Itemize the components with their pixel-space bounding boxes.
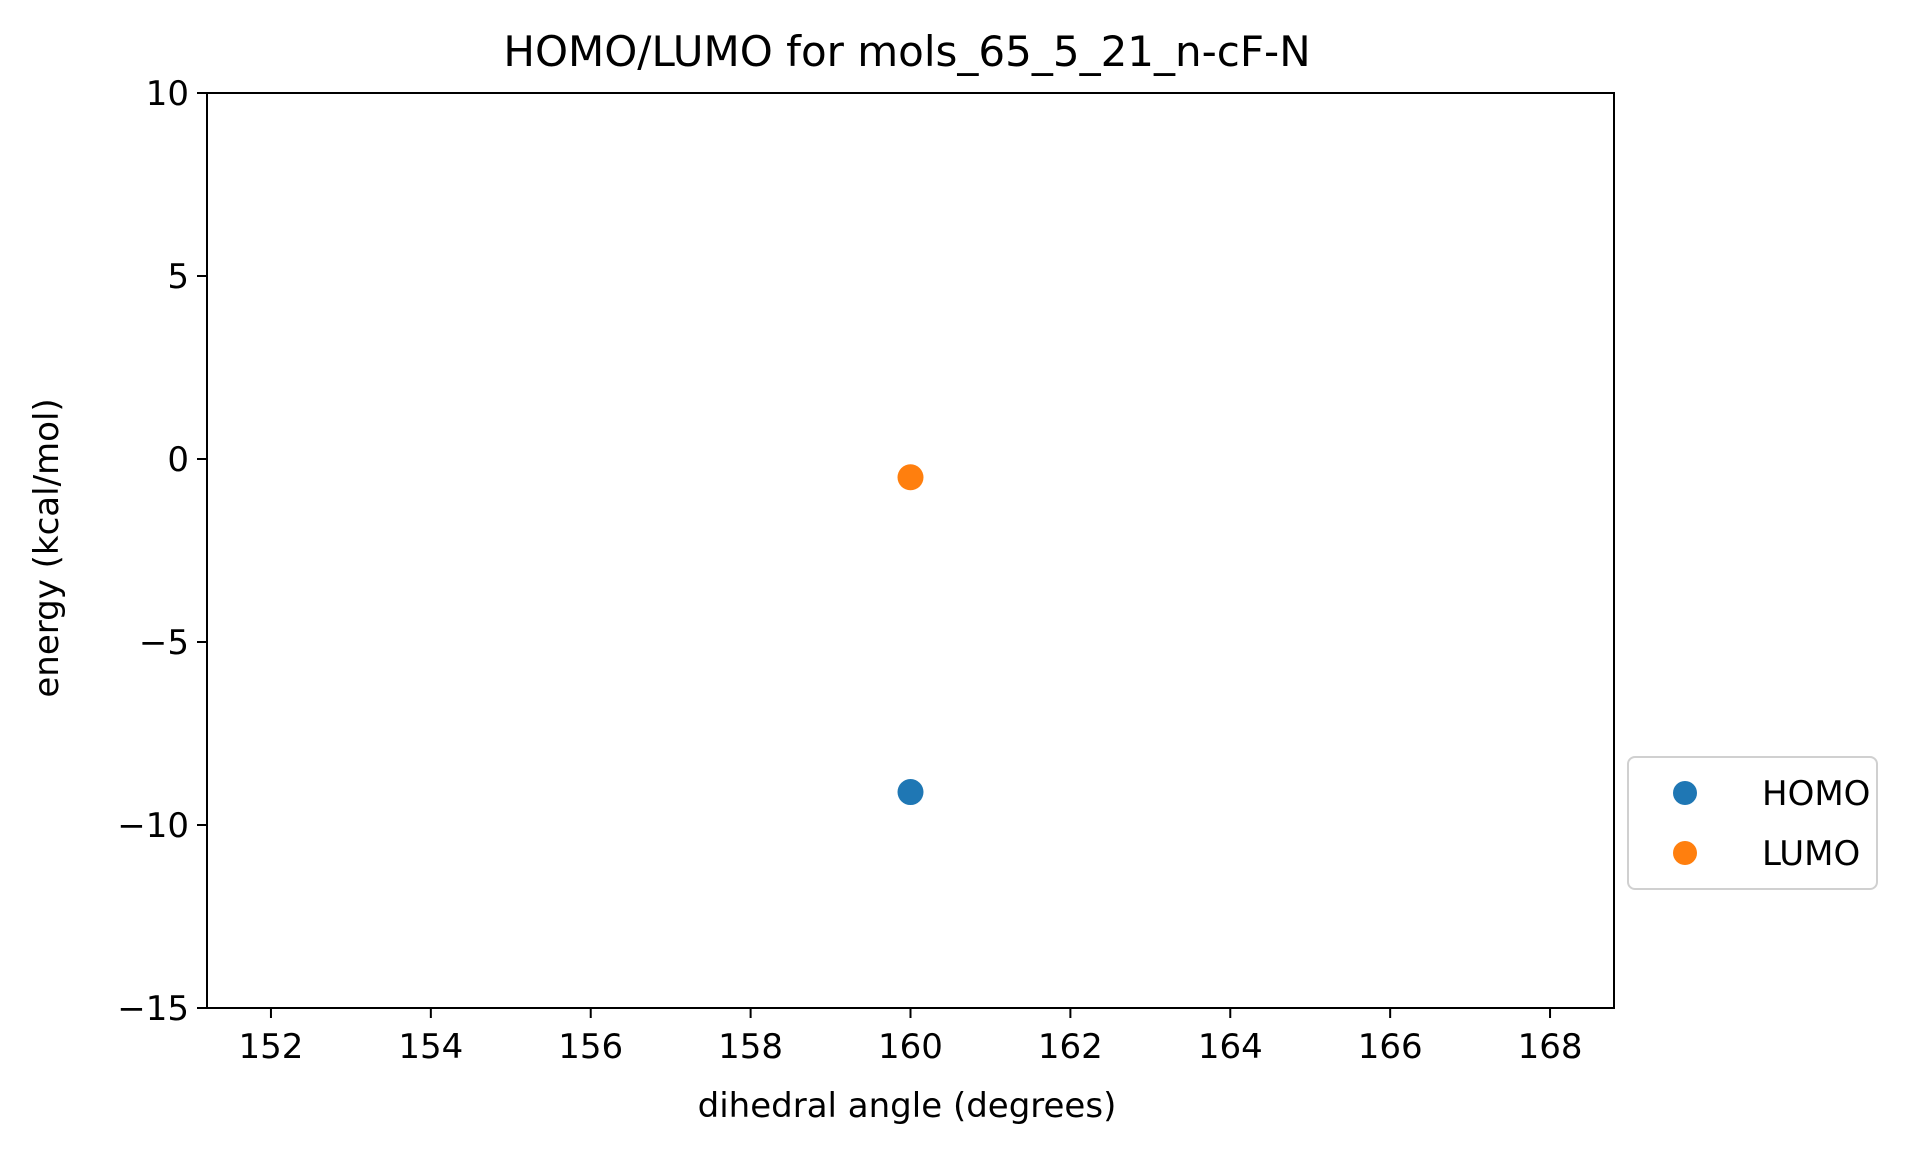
y-tick-label: 5	[167, 257, 189, 297]
y-tick-label: −10	[117, 806, 189, 846]
x-axis-label: dihedral angle (degrees)	[698, 1086, 1117, 1126]
plot-area-frame	[206, 92, 1615, 1009]
chart-title: HOMO/LUMO for mols_65_5_21_n-cF-N	[503, 27, 1310, 76]
y-tick-label: −15	[117, 989, 189, 1029]
y-axis: 10 5 0 −5 −10 −15	[117, 74, 207, 1029]
x-tick-label: 156	[558, 1027, 623, 1067]
legend-marker-lumo	[1673, 841, 1697, 865]
y-axis-label: energy (kcal/mol)	[27, 398, 67, 697]
legend-marker-homo	[1673, 781, 1697, 805]
legend-label-homo: HOMO	[1762, 774, 1870, 814]
legend-label-lumo: LUMO	[1762, 834, 1860, 874]
data-points	[897, 464, 924, 806]
x-tick-label: 164	[1198, 1027, 1263, 1067]
x-axis: 152 154 156 158 160 162 164 166 168	[239, 1008, 1583, 1067]
y-tick-label: 0	[167, 440, 189, 480]
x-tick-label: 160	[878, 1027, 943, 1067]
point-homo	[897, 779, 924, 806]
point-lumo	[897, 464, 924, 491]
legend: HOMO LUMO	[1627, 756, 1878, 890]
x-tick-label: 158	[718, 1027, 783, 1067]
x-tick-label: 166	[1358, 1027, 1423, 1067]
x-tick-label: 152	[239, 1027, 304, 1067]
x-tick-label: 154	[398, 1027, 463, 1067]
x-tick-label: 162	[1038, 1027, 1103, 1067]
y-tick-label: 10	[146, 74, 189, 114]
x-tick-label: 168	[1518, 1027, 1583, 1067]
y-tick-label: −5	[139, 623, 189, 663]
